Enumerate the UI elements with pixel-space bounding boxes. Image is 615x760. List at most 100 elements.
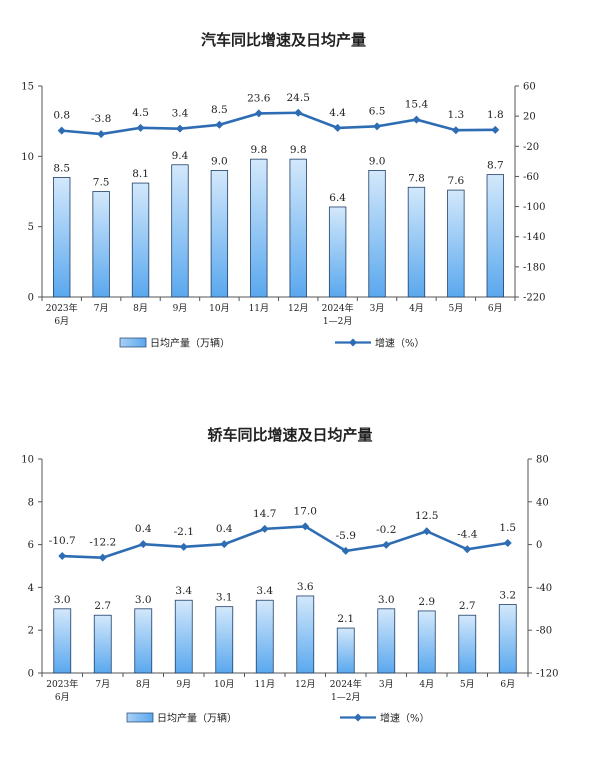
x-tick-label: 10月 — [214, 679, 234, 690]
bar-value-label: 3.4 — [256, 585, 273, 597]
legend-line-label: 增速（%） — [375, 337, 425, 350]
line-value-label: 17.0 — [294, 505, 317, 517]
line-point — [333, 123, 342, 132]
bar — [377, 608, 396, 674]
line-value-label: 15.4 — [405, 99, 429, 111]
bar — [255, 599, 274, 674]
line-point — [451, 126, 460, 135]
bar — [328, 206, 347, 298]
x-tick-label: 11月 — [255, 679, 275, 690]
x-tick-label: 2024年 — [322, 302, 354, 314]
bar — [407, 186, 426, 298]
right-tick-label: -140 — [523, 232, 545, 243]
line-point — [58, 552, 67, 561]
bar — [174, 599, 193, 674]
x-tick-label: 3月 — [379, 679, 394, 690]
bar — [336, 627, 355, 674]
left-tick-label: 0 — [28, 669, 34, 680]
bar — [447, 189, 465, 298]
bar-value-label: 3.6 — [297, 581, 314, 593]
right-tick-label: -120 — [536, 669, 558, 680]
bar-value-label: 6.4 — [329, 192, 346, 204]
bar — [171, 164, 189, 298]
left-tick-label: 5 — [28, 222, 34, 233]
line-value-label: 3.4 — [172, 108, 189, 120]
bar — [498, 604, 517, 674]
line-value-label: -2.1 — [174, 526, 194, 538]
legend-bar-swatch — [119, 337, 147, 348]
bar — [134, 608, 153, 674]
x-tick-label: 4月 — [419, 679, 434, 690]
bar-value-label: 9.8 — [290, 144, 307, 156]
x-tick-label: 12月 — [295, 679, 315, 690]
line-value-label: -5.9 — [336, 530, 356, 542]
x-tick-label: 8月 — [133, 303, 148, 314]
x-tick-label: 1—2月 — [323, 316, 352, 327]
x-tick-label: 6月 — [54, 316, 69, 327]
chart-title: 汽车同比增速及日均产量 — [201, 31, 366, 49]
line-point — [382, 540, 391, 549]
line-value-label: 23.6 — [247, 92, 271, 104]
bar-value-label: 9.4 — [172, 150, 189, 162]
growth-line — [61, 111, 496, 136]
line-point — [463, 545, 472, 554]
bar — [53, 177, 71, 298]
bar-value-label: 3.0 — [135, 594, 152, 606]
x-tick-label: 8月 — [136, 679, 151, 690]
left-tick-label: 10 — [21, 455, 34, 466]
line-point — [503, 538, 512, 547]
line-value-label: -10.7 — [49, 535, 76, 547]
x-tick-label: 7月 — [95, 679, 110, 690]
line-value-label: 4.5 — [132, 107, 149, 119]
line-point — [301, 522, 310, 531]
line-value-label: 8.5 — [211, 104, 228, 116]
legend-line-label: 增速（%） — [380, 712, 430, 725]
bar — [289, 158, 307, 298]
bar — [131, 182, 150, 298]
chart-1: 汽车同比增速及日均产量 0 5 10 15 60 20 -20 -60 -100 -140 -180 -… — [21, 31, 545, 350]
bar — [417, 610, 436, 674]
line-point — [98, 553, 107, 562]
right-tick-label: -220 — [523, 293, 545, 304]
line-point — [254, 109, 263, 118]
legend-bar-label: 日均产量（万辆） — [150, 337, 230, 350]
right-tick-label: 80 — [536, 455, 549, 466]
line-value-label: 1.3 — [448, 109, 465, 121]
x-tick-label: 6月 — [55, 692, 70, 703]
bar-value-label: 3.1 — [216, 592, 233, 604]
right-tick-label: -80 — [536, 626, 552, 637]
bar-value-label: 9.8 — [250, 144, 267, 156]
growth-line — [62, 525, 508, 559]
chart-2: 轿车同比增速及日均产量 0 2 4 6 8 10 80 40 0 -40 -80 -120 2023年 6月… — [21, 426, 558, 725]
bar-value-label: 2.7 — [94, 600, 111, 612]
line-point — [341, 546, 350, 555]
line-point — [412, 115, 421, 124]
line-value-label: 0.4 — [135, 523, 152, 535]
left-tick-label: 4 — [28, 583, 34, 594]
line-value-label: 0.4 — [216, 523, 233, 535]
x-tick-label: 3月 — [370, 303, 385, 314]
bar — [53, 608, 72, 674]
bar — [458, 614, 477, 674]
bar-value-label: 3.2 — [499, 590, 516, 602]
x-tick-label: 9月 — [173, 303, 188, 314]
bar — [92, 191, 110, 298]
right-tick-label: -20 — [523, 142, 539, 153]
bar-value-label: 7.6 — [448, 175, 465, 187]
right-tick-label: 0 — [536, 540, 542, 551]
line-value-label: 14.7 — [253, 508, 276, 520]
x-tick-label: 4月 — [409, 303, 424, 314]
line-value-label: -0.2 — [376, 524, 396, 536]
chart-title: 轿车同比增速及日均产量 — [207, 426, 372, 444]
x-tick-label: 9月 — [176, 679, 191, 690]
right-tick-label: 60 — [523, 82, 536, 93]
line-value-label: -4.4 — [457, 528, 478, 540]
bar — [210, 169, 229, 298]
line-point — [136, 123, 145, 132]
x-tick-label: 6月 — [500, 679, 515, 690]
right-tick-label: -180 — [523, 262, 545, 273]
left-tick-label: 6 — [28, 540, 34, 551]
bar — [368, 169, 386, 298]
line-value-label: 4.4 — [329, 107, 346, 119]
line-value-label: 1.8 — [487, 109, 504, 121]
